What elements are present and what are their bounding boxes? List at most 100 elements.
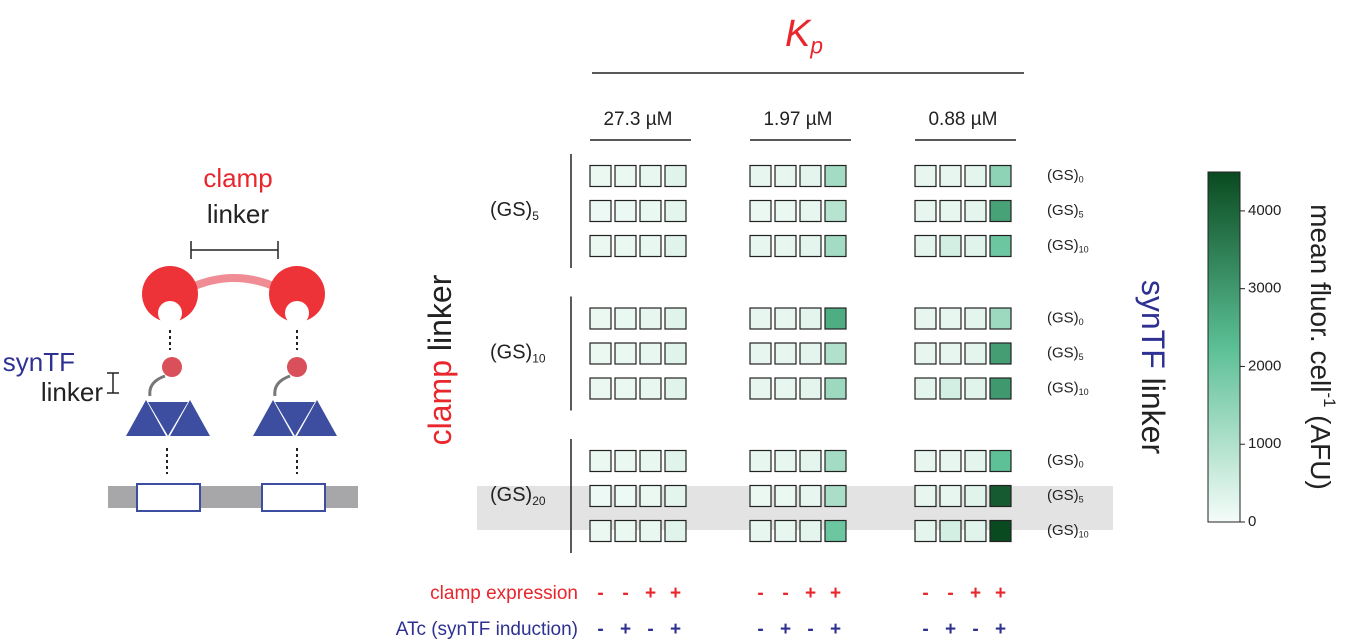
heat-cell bbox=[940, 236, 961, 257]
syntf-linker-label: (GS)5 bbox=[1047, 487, 1084, 505]
axis-label-part: linker bbox=[422, 274, 458, 360]
syntf-linker-label-part: (GS) bbox=[1047, 522, 1079, 539]
diagram-label: clamp bbox=[203, 163, 272, 193]
heat-cell bbox=[990, 201, 1011, 222]
heat-cell bbox=[965, 308, 986, 329]
heat-cell bbox=[915, 486, 936, 507]
syntf-linker-label-part: 10 bbox=[1079, 387, 1089, 397]
condition-sign: + bbox=[830, 583, 841, 604]
heat-cell bbox=[915, 451, 936, 472]
heat-cell bbox=[665, 308, 686, 329]
syntf-linker-label-part: (GS) bbox=[1047, 344, 1079, 361]
heat-cell bbox=[750, 308, 771, 329]
condition-label: clamp expression bbox=[430, 583, 578, 604]
colorbar-tick-label: 3000 bbox=[1248, 280, 1281, 297]
heat-cell bbox=[965, 201, 986, 222]
heat-cell bbox=[615, 378, 636, 399]
heat-cell bbox=[665, 201, 686, 222]
heat-cell bbox=[750, 486, 771, 507]
heat-cell bbox=[965, 378, 986, 399]
axis-label: clamp linker bbox=[422, 274, 458, 445]
heat-cell bbox=[665, 521, 686, 542]
heat-cell bbox=[590, 378, 611, 399]
condition-sign: + bbox=[670, 619, 681, 640]
heat-cell bbox=[800, 521, 821, 542]
condition-sign: - bbox=[757, 583, 763, 604]
condition-sign: - bbox=[622, 583, 628, 604]
heat-cell bbox=[965, 343, 986, 364]
heat-cell bbox=[965, 166, 986, 187]
heat-cell bbox=[940, 486, 961, 507]
heat-cell bbox=[775, 378, 796, 399]
heat-cell bbox=[615, 521, 636, 542]
heat-cell bbox=[775, 486, 796, 507]
syntf-linker-label-part: 0 bbox=[1079, 175, 1084, 185]
axis-label-part: linker bbox=[1135, 369, 1171, 455]
heat-cell bbox=[800, 486, 821, 507]
heat-cell bbox=[640, 166, 661, 187]
syntf-linker-label-part: (GS) bbox=[1047, 202, 1079, 219]
heat-cell bbox=[750, 521, 771, 542]
heat-cell bbox=[775, 166, 796, 187]
heat-cell bbox=[990, 486, 1011, 507]
condition-sign: - bbox=[972, 619, 978, 640]
syntf-linker-label-part: 0 bbox=[1079, 460, 1084, 470]
heat-cell bbox=[590, 451, 611, 472]
heat-cell bbox=[775, 308, 796, 329]
condition-sign: + bbox=[645, 583, 656, 604]
condition-sign: + bbox=[995, 619, 1006, 640]
heat-cell bbox=[915, 236, 936, 257]
clamp-linker-label-part: (GS) bbox=[490, 342, 532, 364]
syntf-linker-label: (GS)10 bbox=[1047, 379, 1089, 397]
heat-cell bbox=[800, 308, 821, 329]
condition-sign: - bbox=[597, 583, 603, 604]
heat-cell bbox=[665, 486, 686, 507]
heat-cell bbox=[615, 451, 636, 472]
syntf-linker-label: (GS)10 bbox=[1047, 237, 1089, 255]
heat-cell bbox=[775, 236, 796, 257]
condition-sign: + bbox=[970, 583, 981, 604]
heat-cell bbox=[775, 201, 796, 222]
heat-cell bbox=[800, 451, 821, 472]
condition-sign: + bbox=[670, 583, 681, 604]
heat-cell bbox=[640, 236, 661, 257]
clamp-linker-label-part: 10 bbox=[532, 352, 546, 366]
condition-sign: - bbox=[922, 583, 928, 604]
kp-label: 1.97 µM bbox=[763, 109, 832, 130]
heat-cell bbox=[615, 486, 636, 507]
clamp-linker-label: (GS)10 bbox=[490, 342, 546, 366]
heat-cell bbox=[800, 166, 821, 187]
heat-cell bbox=[915, 521, 936, 542]
heat-cell bbox=[750, 378, 771, 399]
clamp-linker-label: (GS)5 bbox=[490, 199, 539, 223]
heat-cell bbox=[615, 201, 636, 222]
diagram-label: synTF bbox=[3, 347, 75, 377]
diagram-label: linker bbox=[207, 199, 269, 229]
heat-cell bbox=[800, 343, 821, 364]
heat-cell bbox=[750, 343, 771, 364]
colorbar-tick-label: 0 bbox=[1248, 513, 1256, 530]
heat-cell bbox=[915, 378, 936, 399]
heat-cell bbox=[640, 486, 661, 507]
clamp-linker-label-part: (GS) bbox=[490, 484, 532, 506]
heat-cell bbox=[800, 201, 821, 222]
condition-sign: - bbox=[757, 619, 763, 640]
heat-cell bbox=[940, 451, 961, 472]
heat-cell bbox=[800, 378, 821, 399]
heat-cell bbox=[640, 343, 661, 364]
condition-sign: - bbox=[947, 583, 953, 604]
colorbar bbox=[1208, 172, 1240, 522]
heat-cell bbox=[665, 166, 686, 187]
heat-cell bbox=[825, 451, 846, 472]
condition-sign: + bbox=[945, 619, 956, 640]
heat-cell bbox=[615, 166, 636, 187]
syntf-linker-label: (GS)5 bbox=[1047, 344, 1084, 362]
syntf-linker-label-part: (GS) bbox=[1047, 379, 1079, 396]
heat-cell bbox=[590, 343, 611, 364]
syntf-linker-label-part: (GS) bbox=[1047, 167, 1079, 184]
heat-cell bbox=[590, 486, 611, 507]
chart-title-part: p bbox=[809, 32, 823, 58]
condition-sign: - bbox=[807, 619, 813, 640]
condition-label: ATc (synTF induction) bbox=[396, 619, 578, 640]
colorbar-label: mean fluor. cell-1 (AFU) bbox=[1305, 204, 1339, 490]
